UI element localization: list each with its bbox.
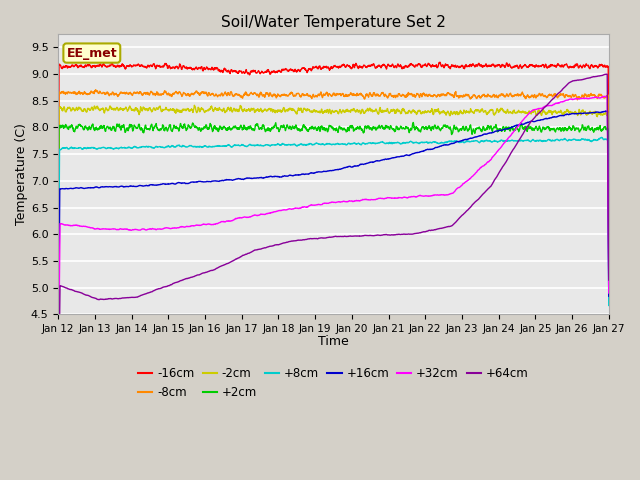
Y-axis label: Temperature (C): Temperature (C)	[15, 123, 28, 225]
X-axis label: Time: Time	[318, 336, 349, 348]
Legend: -16cm, -8cm, -2cm, +2cm, +8cm, +16cm, +32cm, +64cm: -16cm, -8cm, -2cm, +2cm, +8cm, +16cm, +3…	[134, 362, 533, 404]
Title: Soil/Water Temperature Set 2: Soil/Water Temperature Set 2	[221, 15, 446, 30]
Text: EE_met: EE_met	[67, 47, 117, 60]
